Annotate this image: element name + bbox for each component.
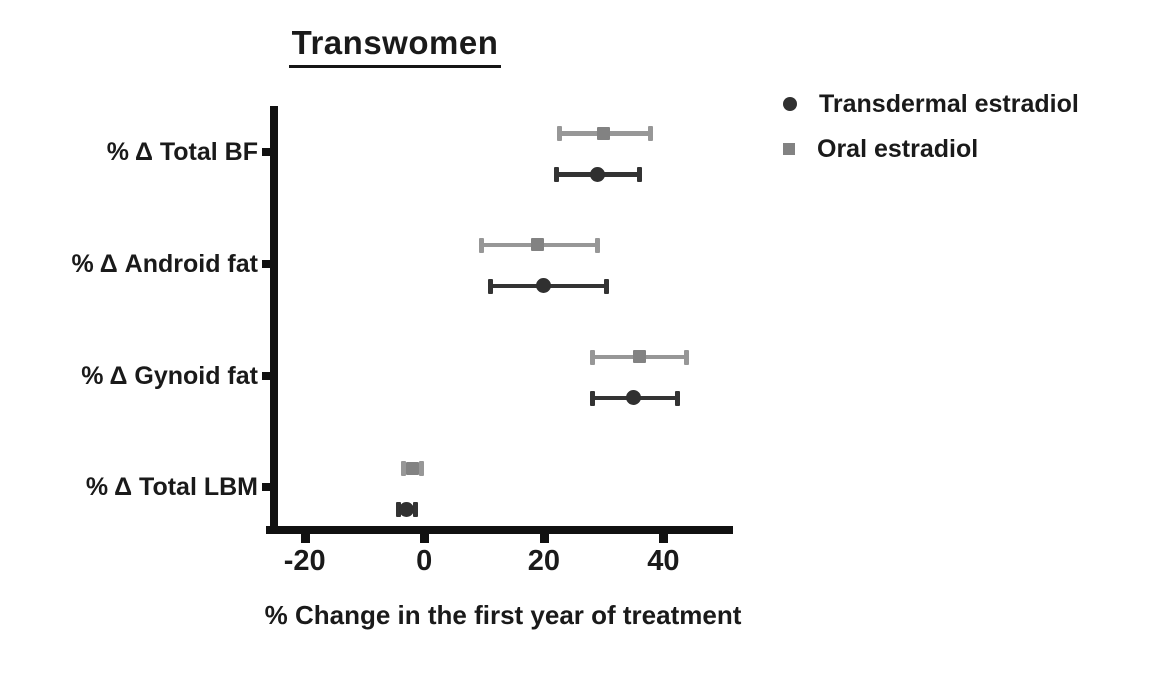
category-label: % Δ Android fat <box>71 249 258 278</box>
x-tick-label: 20 <box>527 545 560 577</box>
error-bar-cap-right <box>648 126 654 142</box>
data-marker-circle <box>536 278 552 294</box>
y-tick <box>262 371 270 380</box>
error-bar-cap-right <box>594 237 600 253</box>
data-marker-square <box>405 461 419 475</box>
x-axis-line <box>266 526 733 534</box>
chart-title: Transwomen <box>210 24 580 68</box>
error-bar-cap-right <box>603 278 609 294</box>
data-marker-square <box>531 238 545 252</box>
error-bar-cap-left <box>589 349 595 365</box>
x-tick <box>539 534 549 543</box>
error-bar-cap-left <box>488 278 494 294</box>
error-bar-cap-left <box>553 167 559 183</box>
x-tick <box>659 534 669 543</box>
legend-item-oral: Oral estradiol <box>783 133 1079 165</box>
y-tick <box>262 148 270 157</box>
data-marker-circle <box>399 501 415 517</box>
data-marker-square <box>633 350 646 364</box>
x-tick <box>420 534 430 543</box>
circle-marker-icon <box>783 97 797 111</box>
error-bar-cap-right <box>412 502 418 518</box>
category-label: % Δ Total BF <box>106 138 258 167</box>
category-label: % Δ Total LBM <box>85 473 258 502</box>
error-bar-cap-left <box>479 237 485 253</box>
data-marker-square <box>597 126 611 140</box>
data-marker-circle <box>590 166 606 182</box>
error-bar-cap-right <box>684 349 690 365</box>
x-tick-label: -20 <box>283 545 326 577</box>
data-marker-circle <box>626 390 642 406</box>
error-bar-cap-left <box>395 502 401 518</box>
error-bar-cap-left <box>556 126 562 142</box>
category-label: % Δ Gynoid fat <box>81 361 258 390</box>
y-axis-line <box>270 106 278 534</box>
error-bar-cap-right <box>418 461 424 477</box>
legend-label-transdermal: Transdermal estradiol <box>819 89 1079 118</box>
legend: Transdermal estradiol Oral estradiol <box>783 88 1079 178</box>
legend-label-oral: Oral estradiol <box>817 134 979 163</box>
square-marker-icon <box>783 143 795 155</box>
x-tick-label: 0 <box>416 545 433 577</box>
error-bar-cap-right <box>636 167 642 183</box>
chart-title-text: Transwomen <box>288 24 502 68</box>
x-tick <box>300 534 310 543</box>
error-bar-cap-right <box>675 390 681 406</box>
legend-item-transdermal: Transdermal estradiol <box>783 88 1079 120</box>
y-tick <box>262 483 270 492</box>
error-bar-cap-left <box>400 461 406 477</box>
x-axis-title: % Change in the first year of treatment <box>264 600 742 630</box>
error-bar-cap-left <box>589 390 595 406</box>
y-tick <box>262 259 270 268</box>
x-tick-label: 40 <box>647 545 680 577</box>
